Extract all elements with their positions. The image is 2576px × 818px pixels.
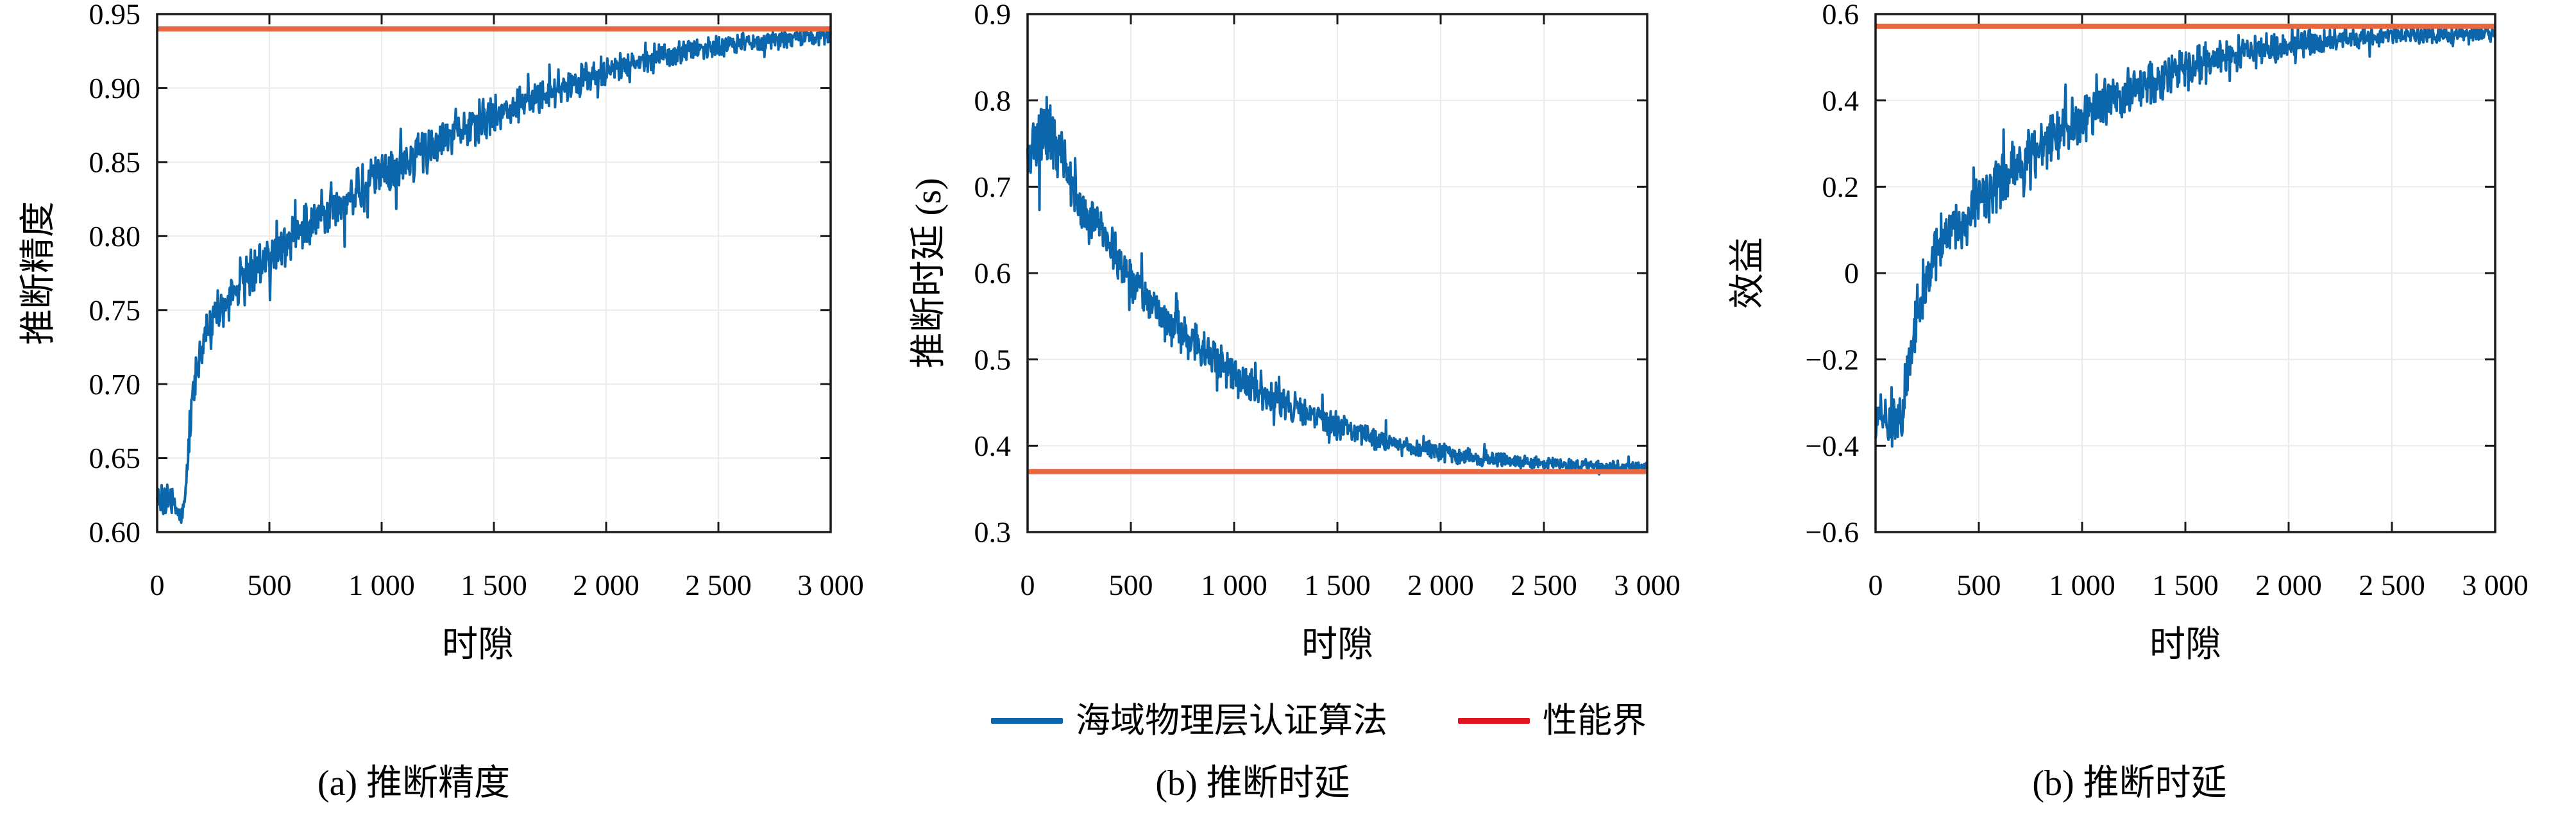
y-tick-label: 0.3 xyxy=(974,516,1012,549)
caption-c: (b) 推断时延 xyxy=(2032,764,2227,803)
plot-box xyxy=(1026,13,1648,533)
x-tick-label: 1 000 xyxy=(2049,569,2115,601)
x-tick-label: 1 500 xyxy=(1304,569,1371,601)
x-axis-label-b: 时隙 xyxy=(1301,625,1373,665)
y-tick-label: 0.6 xyxy=(974,257,1012,290)
legend-label-bound: 性能界 xyxy=(1543,701,1647,740)
grid xyxy=(1876,14,2495,532)
y-tick-label: 0.70 xyxy=(89,368,141,401)
y-axis-label-b: 推断时延 (s) xyxy=(909,178,949,369)
caption-b: (b) 推断时延 xyxy=(1155,764,1350,803)
x-tick-label: 1 500 xyxy=(2152,569,2219,601)
series-line xyxy=(1026,96,1648,476)
y-tick-label: 0.85 xyxy=(89,146,141,178)
legend-label-algorithm: 海域物理层认证算法 xyxy=(1076,701,1387,740)
plot-box xyxy=(156,13,832,533)
y-tick-labels: 0.9 0.8 0.7 0.6 0.5 0.4 0.3 xyxy=(974,0,1012,549)
y-tick-label: 0.7 xyxy=(974,171,1012,203)
x-tick-labels: 0 500 1 000 1 500 2 000 2 500 3 000 xyxy=(1868,569,2529,601)
chart-a: 0.95 0.90 0.85 0.80 0.75 0.70 0.65 0.60 0 500 1 00… xyxy=(89,0,864,601)
chart-c: 0.6 0.4 0.2 0 −0.2 −0.4 −0.6 0 500 1 000 1 500 2 00… xyxy=(1806,0,2529,601)
x-axis-label-a: 时隙 xyxy=(442,625,514,665)
x-tick-label: 2 000 xyxy=(2255,569,2322,601)
y-tick-label: 0.4 xyxy=(974,430,1012,462)
y-tick-label: 0.95 xyxy=(89,0,141,31)
series-line xyxy=(156,26,832,524)
y-tick-label: 0.90 xyxy=(89,72,141,104)
y-axis-label-a: 推断精度 xyxy=(19,201,58,345)
x-tick-label: 2 000 xyxy=(1407,569,1474,601)
x-tick-label: 2 500 xyxy=(685,569,752,601)
x-tick-labels: 0 500 1 000 1 500 2 000 2 500 3 000 xyxy=(150,569,864,601)
x-tick-label: 0 xyxy=(1021,569,1035,601)
y-tick-label: 0.5 xyxy=(974,343,1012,376)
legend-line-swatch-bound xyxy=(1458,717,1530,724)
y-tick-label: 0.80 xyxy=(89,220,141,253)
x-tick-label: 0 xyxy=(1868,569,1883,601)
y-tick-label: 0.75 xyxy=(89,294,141,326)
y-tick-label: −0.2 xyxy=(1806,343,1859,376)
y-tick-label: 0 xyxy=(1844,257,1859,290)
y-tick-label: 0.4 xyxy=(1822,84,1860,117)
x-tick-labels: 0 500 1 000 1 500 2 000 2 500 3 000 xyxy=(1021,569,1681,601)
legend-item-bound: 性能界 xyxy=(1458,703,1647,738)
y-tick-label: 0.6 xyxy=(1822,0,1860,31)
plot-box xyxy=(1874,13,2496,533)
x-tick-label: 3 000 xyxy=(797,569,864,601)
y-tick-label: 0.8 xyxy=(974,84,1012,117)
x-tick-label: 3 000 xyxy=(2462,569,2529,601)
y-axis-label-c: 效益 xyxy=(1728,237,1768,309)
legend-line-swatch-algorithm xyxy=(991,717,1063,724)
y-tick-label: 0.65 xyxy=(89,442,141,474)
x-tick-label: 2 500 xyxy=(2359,569,2425,601)
legend: 海域物理层认证算法 性能界 xyxy=(991,703,1647,738)
y-tick-labels: 0.6 0.4 0.2 0 −0.2 −0.4 −0.6 xyxy=(1806,0,1859,549)
x-tick-label: 2 000 xyxy=(573,569,640,601)
x-tick-label: 1 500 xyxy=(461,569,527,601)
grid xyxy=(157,14,831,532)
y-tick-label: 0.60 xyxy=(89,516,141,549)
x-tick-label: 1 000 xyxy=(1201,569,1267,601)
legend-item-algorithm: 海域物理层认证算法 xyxy=(991,703,1387,738)
x-tick-label: 500 xyxy=(1109,569,1153,601)
x-tick-label: 500 xyxy=(1957,569,2001,601)
x-tick-label: 3 000 xyxy=(1614,569,1681,601)
x-axis-label-c: 时隙 xyxy=(2149,625,2221,665)
chart-b: 0.9 0.8 0.7 0.6 0.5 0.4 0.3 0 500 1 000 1 500 2 000… xyxy=(974,0,1681,601)
x-tick-label: 2 500 xyxy=(1511,569,1577,601)
y-tick-label: −0.6 xyxy=(1806,516,1859,549)
x-tick-label: 1 000 xyxy=(348,569,415,601)
y-tick-label: −0.4 xyxy=(1806,430,1859,462)
y-tick-label: 0.9 xyxy=(974,0,1012,31)
caption-a: (a) 推断精度 xyxy=(317,764,511,803)
series-line xyxy=(1874,24,2496,448)
y-tick-label: 0.2 xyxy=(1822,171,1860,203)
x-tick-label: 500 xyxy=(248,569,292,601)
x-tick-label: 0 xyxy=(150,569,165,601)
y-tick-labels: 0.95 0.90 0.85 0.80 0.75 0.70 0.65 0.60 xyxy=(89,0,141,549)
grid xyxy=(1028,14,1647,532)
